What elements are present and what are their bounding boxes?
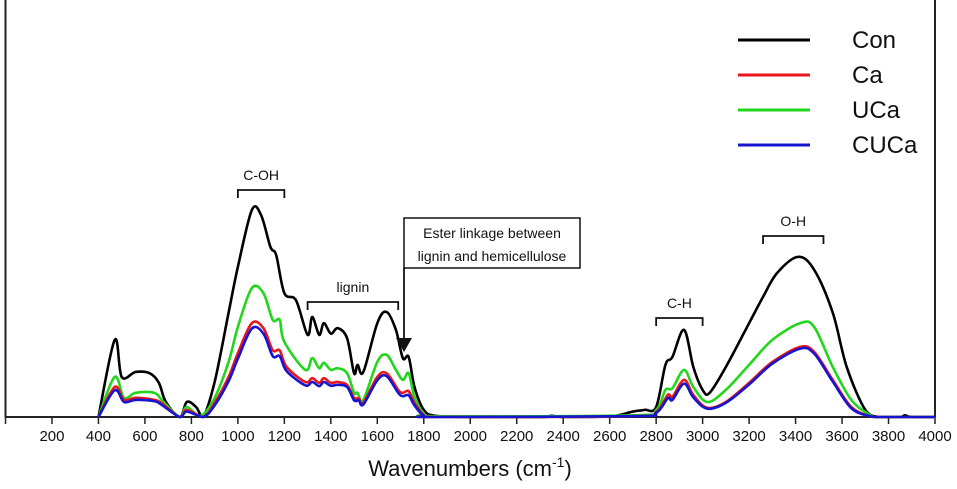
x-tick-label: 400: [86, 428, 111, 445]
annotation-label: lignin: [337, 279, 370, 295]
x-tick-label: 2600: [593, 428, 626, 445]
x-tick-label: 1200: [268, 428, 301, 445]
annotation-label: C-H: [667, 295, 692, 311]
x-tick-label: 1400: [314, 428, 347, 445]
bracket: [655, 317, 704, 326]
x-tick-label: 1000: [221, 428, 254, 445]
annotation-label: Ester linkage between: [423, 225, 561, 241]
x-tick-label: 3600: [825, 428, 858, 445]
x-axis-label: Wavenumbers (cm-1): [368, 454, 572, 481]
legend-label: Ca: [852, 62, 883, 89]
annotation-label: O-H: [780, 213, 806, 229]
arrow-head-icon: [396, 338, 412, 352]
x-tick-label: 3800: [872, 428, 905, 445]
bracket: [306, 301, 400, 310]
legend: Con Ca UCa CUCa: [738, 27, 918, 159]
series-lines: [97, 205, 935, 419]
x-tick-label: 3000: [686, 428, 719, 445]
x-tick-label: 3400: [779, 428, 812, 445]
axes: 200 400 600 800 1000 1200 1400 1600 1800 2000 2200…: [4, 0, 952, 445]
annotations: C-OH lignin C-H O-H Ester linkage between lig…: [236, 167, 825, 352]
series-line-uca: [97, 284, 935, 419]
legend-label: CUCa: [852, 132, 918, 159]
x-tick-label: 800: [179, 428, 204, 445]
x-tick-label: 2000: [454, 428, 487, 445]
annotation-box: [403, 217, 581, 269]
x-tick-label: 600: [132, 428, 157, 445]
x-tick-label: 200: [39, 428, 64, 445]
bracket: [762, 235, 825, 244]
legend-label: UCa: [852, 97, 901, 124]
annotation-label: lignin and hemicellulose: [418, 248, 567, 264]
bracket: [236, 189, 286, 198]
x-tick-label: 2400: [547, 428, 580, 445]
x-tick-label: 1600: [361, 428, 394, 445]
x-tick-label: 2200: [500, 428, 533, 445]
x-tick-label: 4000: [918, 428, 951, 445]
x-tick-label: 1800: [407, 428, 440, 445]
legend-label: Con: [852, 27, 896, 54]
annotation-label: C-OH: [243, 167, 279, 183]
series-line-cuca: [97, 325, 935, 419]
x-tick-label: 2800: [639, 428, 672, 445]
x-tick-label: 3200: [732, 428, 765, 445]
